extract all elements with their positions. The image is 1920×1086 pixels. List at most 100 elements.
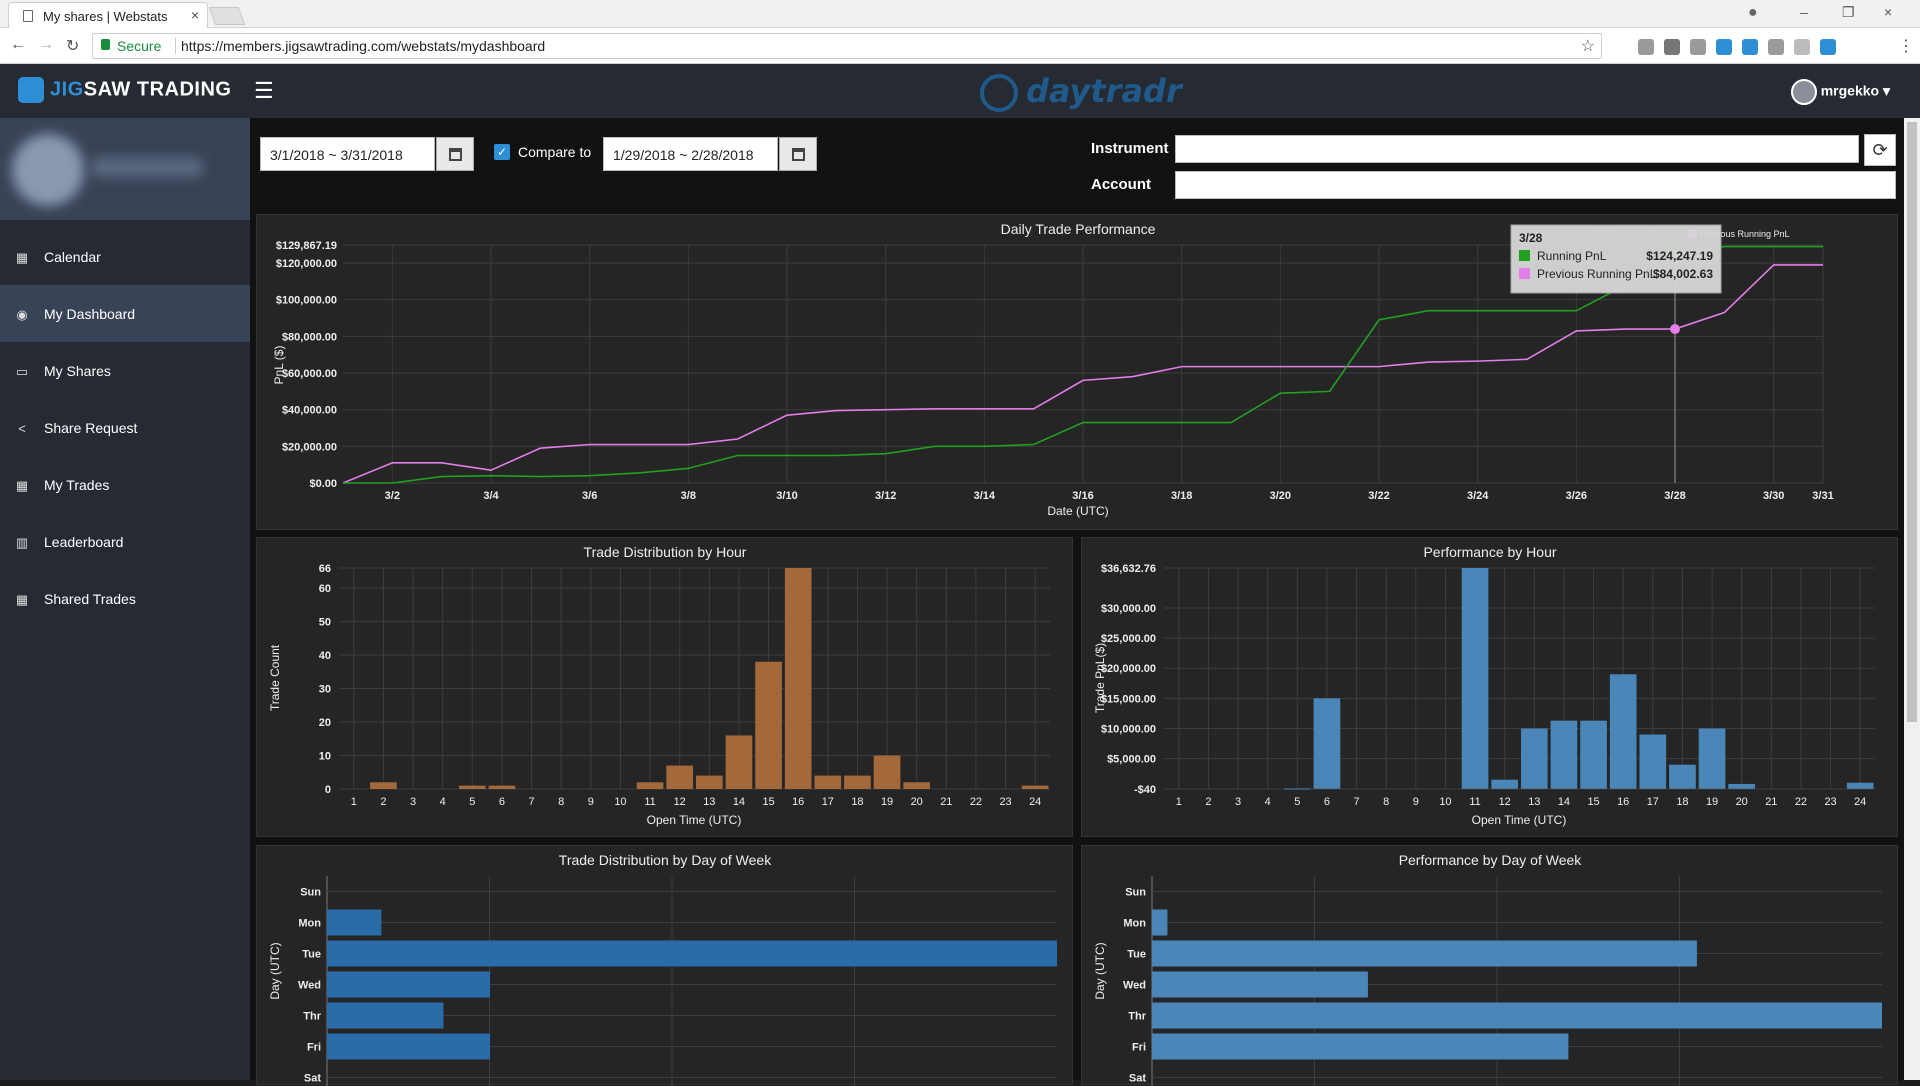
username: mrgekko [1820,82,1880,99]
document-icon [23,10,33,22]
sidebar-item-my-dashboard[interactable]: ◉ My Dashboard [0,285,250,342]
sidebar-item-label: My Shares [44,362,111,379]
url-text: https://members.jigsawtrading.com/websta… [181,38,546,54]
refresh-button[interactable]: ⟳ [1864,134,1896,166]
trade-distribution-hour-panel: Trade Distribution by Hour 0 10 20 30 40 50 60 6… [256,537,1073,837]
sidebar-item-my-shares[interactable]: ▭ My Shares [0,342,250,399]
reload-icon[interactable]: ↻ [66,38,80,55]
page-scrollbar[interactable] [1904,118,1920,1080]
restore-icon[interactable]: ❐ [1842,4,1855,20]
tooltip-value: $124,247.19 [1646,249,1713,263]
share-icon: < [18,420,26,436]
x-tick-label: 14 [1558,796,1570,808]
x-tick-label: 13 [703,796,715,808]
y-axis-label: Trade PnL($) [1093,643,1107,713]
user-menu[interactable]: mrgekko ▾ [1790,79,1890,105]
y-tick-label: Mon [298,918,321,930]
x-tick-label: 5 [469,796,475,808]
url-field[interactable]: Secure https://members.jigsawtrading.com… [92,33,1602,59]
compare-range-input[interactable]: 1/29/2018 ~ 2/28/2018 [603,137,778,171]
chart-title: Daily Trade Performance [1001,221,1156,237]
bar-hour-19 [1698,728,1726,789]
jigsaw-logo[interactable]: JIGSAW TRADING [18,77,231,103]
browser-tab[interactable]: My shares | Webstats × [8,2,208,28]
y-tick-label: $36,632.76 [1101,563,1156,575]
daytradr-logo: daytradr [980,72,1182,112]
y-tick-label: 0 [325,784,331,796]
bar-hour-2 [370,782,397,789]
hamburger-menu-icon[interactable]: ☰ [254,78,274,103]
bar-hour-5 [458,785,486,789]
x-tick-label: 3/28 [1664,490,1685,502]
forward-icon[interactable]: → [38,36,54,53]
close-window-icon[interactable]: × [1884,4,1893,20]
bar-hour-24 [1021,785,1049,789]
y-tick-label: $120,000.00 [276,258,337,270]
y-tick-label: Sat [1129,1073,1146,1085]
x-tick-label: 17 [1647,796,1659,808]
tooltip-label: Previous Running PnL [1537,267,1657,281]
minimize-icon[interactable]: – [1800,4,1808,20]
table-icon: ▦ [15,591,29,607]
y-tick-label: Tue [1127,949,1146,961]
sidebar-item-share-request[interactable]: < Share Request [0,399,250,456]
x-tick-label: 3/20 [1270,490,1291,502]
y-tick-label: $100,000.00 [276,295,337,307]
extension-icon[interactable] [1664,39,1680,55]
x-tick-label: 21 [1765,796,1777,808]
y-tick-label: -$40 [1134,784,1156,796]
account-icon[interactable]: ● [1748,4,1758,21]
sidebar-item-calendar[interactable]: ▦ Calendar [0,228,250,285]
x-tick-label: 23 [1824,796,1836,808]
bar-fri [327,1033,491,1060]
bar-hour-24 [1846,782,1874,789]
extension-icon[interactable] [1768,39,1784,55]
date-range-calendar-button[interactable] [436,137,474,171]
bar-chart-icon: ▥ [15,534,29,550]
y-tick-label: $60,000.00 [282,368,337,380]
tooltip-swatch [1519,250,1530,261]
chart-title: Trade Distribution by Day of Week [559,852,772,868]
bar-hour-17 [814,775,842,789]
extension-icon[interactable] [1638,39,1654,55]
sidebar-item-shared-trades[interactable]: ▦ Shared Trades [0,570,250,627]
x-tick-label: 16 [1617,796,1629,808]
tab-close-icon[interactable]: × [190,7,199,23]
x-tick-label: 1 [351,796,357,808]
sidebar-item-leaderboard[interactable]: ▥ Leaderboard [0,513,250,570]
instrument-input[interactable] [1175,135,1859,163]
new-tab-button[interactable] [208,7,246,25]
y-tick-label: $5,000.00 [1107,754,1156,766]
y-tick-label: Tue [302,949,321,961]
extension-icon[interactable] [1794,39,1810,55]
back-icon[interactable]: ← [10,36,26,53]
date-range-input[interactable]: 3/1/2018 ~ 3/31/2018 [260,137,435,171]
compare-calendar-button[interactable] [779,137,817,171]
calendar-icon: ▦ [15,249,29,265]
x-tick-label: 15 [1587,796,1599,808]
x-tick-label: 18 [851,796,863,808]
extension-icon[interactable] [1716,39,1732,55]
x-tick-label: 3/14 [974,490,996,502]
y-tick-label: $40,000.00 [282,405,337,417]
x-tick-label: 3/8 [681,490,696,502]
account-input[interactable] [1175,171,1896,199]
sidebar-item-my-trades[interactable]: ▦ My Trades [0,456,250,513]
x-tick-label: 9 [1413,796,1419,808]
extension-icon[interactable] [1820,39,1836,55]
x-tick-label: 7 [1354,796,1360,808]
chart-title: Performance by Hour [1423,544,1556,560]
table-icon: ▦ [15,477,29,493]
extension-icon[interactable] [1742,39,1758,55]
y-tick-label: $30,000.00 [1101,603,1156,615]
x-tick-label: 11 [644,796,655,808]
scrollbar-thumb[interactable] [1907,122,1917,722]
extension-icon[interactable] [1690,39,1706,55]
browser-menu-icon[interactable]: ⋮ [1898,38,1914,55]
x-tick-label: 3/24 [1467,490,1489,502]
y-tick-label: 60 [319,583,331,595]
compare-checkbox[interactable]: ✓ [494,144,510,160]
x-tick-label: 6 [1324,796,1330,808]
bookmark-star-icon[interactable]: ☆ [1580,38,1595,55]
y-tick-label: Sun [300,887,321,899]
